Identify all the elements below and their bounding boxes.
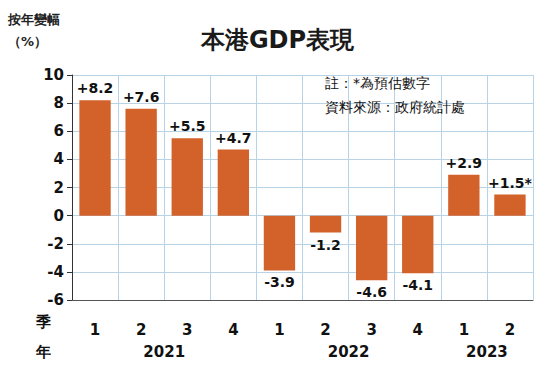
svg-text:0: 0 <box>54 207 64 225</box>
svg-text:3: 3 <box>182 321 192 339</box>
svg-text:本港GDP表現: 本港GDP表現 <box>200 26 355 54</box>
svg-text:10: 10 <box>43 66 64 84</box>
svg-text:-3.9: -3.9 <box>264 274 295 290</box>
svg-text:2: 2 <box>54 179 64 197</box>
svg-text:2: 2 <box>136 321 146 339</box>
svg-text:按年變幅: 按年變幅 <box>7 12 60 27</box>
svg-text:（%）: （%） <box>8 34 47 49</box>
svg-text:+8.2: +8.2 <box>77 80 114 96</box>
svg-text:季: 季 <box>35 313 51 331</box>
svg-text:+7.6: +7.6 <box>123 89 160 105</box>
svg-text:+1.5*: +1.5* <box>488 175 533 191</box>
svg-text:2023: 2023 <box>466 343 508 361</box>
svg-text:-2: -2 <box>47 235 64 253</box>
svg-text:年: 年 <box>35 343 51 361</box>
svg-text:1: 1 <box>274 321 284 339</box>
svg-text:4: 4 <box>54 150 64 168</box>
svg-text:2: 2 <box>320 321 330 339</box>
svg-text:4: 4 <box>228 321 238 339</box>
svg-text:-6: -6 <box>47 291 64 309</box>
svg-text:註：*為預估數字: 註：*為預估數字 <box>325 75 430 91</box>
svg-text:6: 6 <box>54 122 64 140</box>
svg-text:-4.6: -4.6 <box>356 284 387 300</box>
svg-text:4: 4 <box>413 321 423 339</box>
svg-text:1: 1 <box>459 321 469 339</box>
svg-text:-4: -4 <box>47 263 64 281</box>
svg-text:2021: 2021 <box>143 343 185 361</box>
svg-text:-1.2: -1.2 <box>310 237 341 253</box>
svg-text:+2.9: +2.9 <box>446 155 483 171</box>
svg-text:+5.5: +5.5 <box>169 118 206 134</box>
svg-text:8: 8 <box>54 94 64 112</box>
svg-text:資料來源：政府統計處: 資料來源：政府統計處 <box>325 99 465 115</box>
svg-text:2: 2 <box>505 321 515 339</box>
svg-text:2022: 2022 <box>328 343 370 361</box>
svg-text:-4.1: -4.1 <box>402 277 433 293</box>
svg-text:+4.7: +4.7 <box>215 130 252 146</box>
svg-text:1: 1 <box>90 321 100 339</box>
svg-text:3: 3 <box>366 321 376 339</box>
